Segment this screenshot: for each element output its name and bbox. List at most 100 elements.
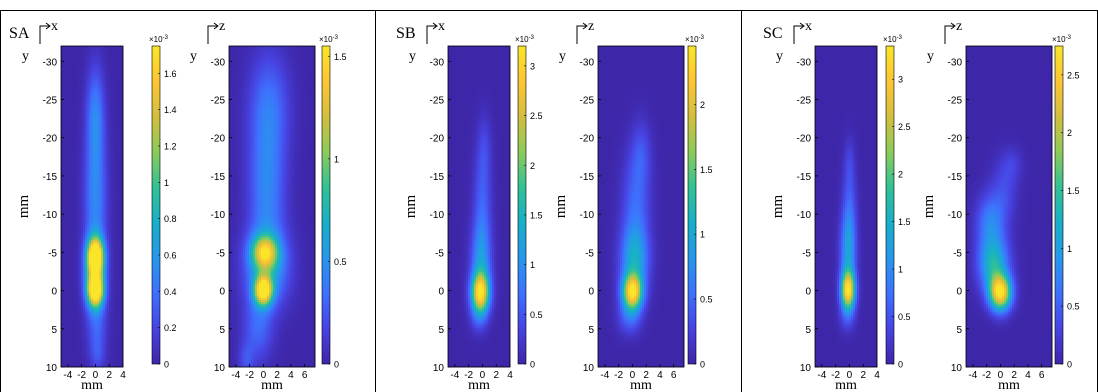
heatmap-cell — [119, 230, 121, 232]
heatmap-cell — [101, 64, 103, 66]
heatmap-cell — [111, 226, 113, 228]
heatmap-cell — [81, 138, 83, 140]
heatmap-cell — [89, 292, 91, 294]
heatmap-cell — [73, 146, 75, 148]
heatmap-cell — [119, 64, 121, 66]
heatmap-cell — [81, 212, 83, 214]
heatmap-cell — [105, 58, 107, 60]
heatmap-cell — [63, 70, 65, 72]
heatmap-cell — [65, 152, 67, 154]
heatmap-cell — [105, 62, 107, 64]
heatmap-cell — [67, 310, 69, 312]
heatmap-cell — [91, 76, 93, 78]
heatmap-cell — [113, 120, 115, 122]
heatmap-cell — [109, 254, 111, 256]
heatmap-cell — [105, 52, 107, 54]
heatmap-cell — [87, 260, 89, 262]
heatmap-cell — [97, 78, 99, 80]
heatmap-cell — [99, 52, 101, 54]
heatmap-cell — [73, 300, 75, 302]
heatmap-cell — [63, 148, 65, 150]
heatmap-cell — [77, 182, 79, 184]
heatmap-cell — [115, 84, 117, 86]
heatmap-cell — [63, 238, 65, 240]
heatmap-cell — [67, 154, 69, 156]
heatmap-cell — [77, 278, 79, 280]
heatmap-cell — [95, 180, 97, 182]
heatmap-cell — [111, 70, 113, 72]
heatmap-cell — [63, 116, 65, 118]
heatmap-cell — [99, 276, 101, 278]
heatmap-cell — [93, 312, 95, 314]
heatmap-cell — [65, 242, 67, 244]
heatmap-cell — [91, 182, 93, 184]
heatmap-cell — [77, 248, 79, 250]
heatmap-cell — [115, 170, 117, 172]
heatmap-cell — [95, 218, 97, 220]
heatmap-cell — [109, 264, 111, 266]
heatmap-cell — [69, 86, 71, 88]
heatmap-cell — [77, 134, 79, 136]
heatmap-cell — [83, 298, 85, 300]
heatmap-cell — [113, 190, 115, 192]
heatmap-cell — [89, 262, 91, 264]
heatmap-cell — [77, 220, 79, 222]
heatmap-cell — [71, 260, 73, 262]
heatmap-cell — [103, 158, 105, 160]
heatmap-cell — [99, 286, 101, 288]
heatmap-cell — [99, 258, 101, 260]
heatmap-cell — [115, 194, 117, 196]
heatmap-cell — [107, 126, 109, 128]
heatmap-cell — [79, 186, 81, 188]
heatmap-cell — [73, 174, 75, 176]
heatmap-cell — [91, 90, 93, 92]
heatmap-cell — [71, 134, 73, 136]
heatmap-cell — [89, 312, 91, 314]
heatmap-cell — [81, 288, 83, 290]
heatmap-cell — [63, 302, 65, 304]
heatmap-cell — [67, 266, 69, 268]
heatmap-cell — [111, 238, 113, 240]
heatmap-cell — [117, 50, 119, 52]
heatmap-cell — [71, 272, 73, 274]
heatmap-cell — [85, 256, 87, 258]
heatmap-cell — [111, 84, 113, 86]
heatmap-cell — [77, 176, 79, 178]
heatmap-cell — [89, 242, 91, 244]
heatmap-cell — [117, 130, 119, 132]
heatmap-cell — [87, 92, 89, 94]
heatmap-cell — [109, 78, 111, 80]
heatmap-cell — [71, 96, 73, 98]
heatmap-cell — [95, 260, 97, 262]
heatmap-cell — [99, 306, 101, 308]
heatmap-cell — [105, 158, 107, 160]
heatmap-cell — [75, 276, 77, 278]
heatmap-cell — [75, 56, 77, 58]
heatmap-cell — [109, 60, 111, 62]
heatmap-cell — [115, 282, 117, 284]
heatmap-cell — [111, 242, 113, 244]
heatmap-cell — [75, 116, 77, 118]
heatmap-cell — [79, 48, 81, 50]
heatmap-cell — [117, 294, 119, 296]
heatmap-cell — [77, 242, 79, 244]
heatmap-cell — [79, 110, 81, 112]
heatmap-cell — [63, 168, 65, 170]
heatmap-cell — [115, 254, 117, 256]
heatmap-cell — [67, 292, 69, 294]
heatmap-cell — [105, 256, 107, 258]
heatmap-cell — [115, 222, 117, 224]
heatmap-cell — [115, 252, 117, 254]
heatmap-cell — [119, 66, 121, 68]
heatmap-cell — [65, 194, 67, 196]
heatmap-cell — [75, 152, 77, 154]
heatmap-cell — [75, 214, 77, 216]
heatmap-cell — [65, 266, 67, 268]
heatmap-cell — [79, 212, 81, 214]
heatmap-cell — [91, 300, 93, 302]
heatmap-cell — [79, 242, 81, 244]
heatmap-cell — [85, 238, 87, 240]
heatmap-cell — [89, 190, 91, 192]
heatmap-cell — [85, 104, 87, 106]
heatmap-cell — [77, 98, 79, 100]
